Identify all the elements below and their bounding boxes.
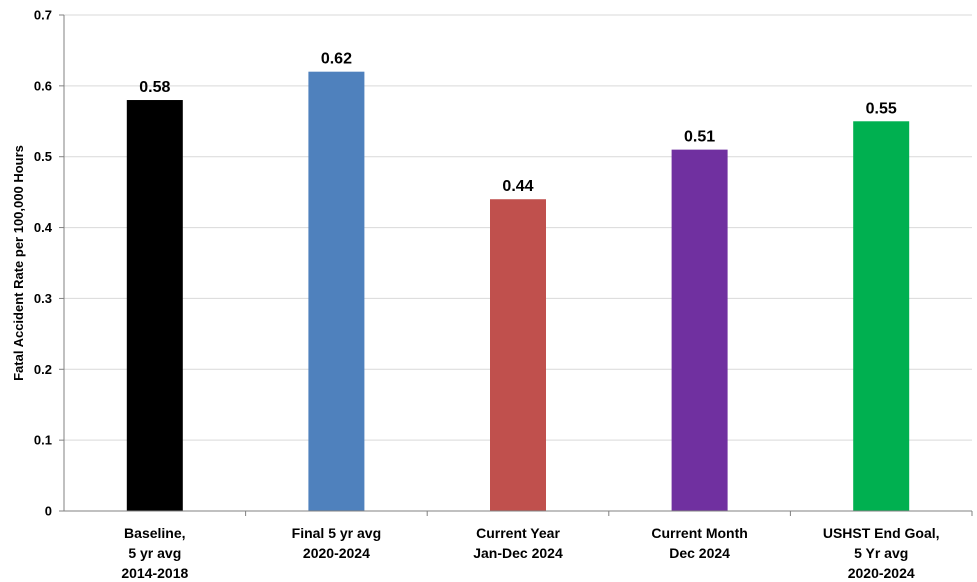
category-label: 2020-2024: [848, 565, 915, 581]
data-labels: 0.58 0.62 0.44 0.51 0.55: [139, 51, 897, 196]
category-label: USHST End Goal,: [823, 525, 940, 541]
y-tick-label: 0.5: [34, 149, 52, 164]
y-tick-label: 0.2: [34, 362, 52, 377]
category-label: Current Year: [476, 525, 560, 541]
y-tick-label: 0.1: [34, 433, 52, 448]
data-label: 0.58: [139, 79, 170, 96]
bars: [126, 71, 910, 512]
y-tick-label: 0: [45, 504, 52, 519]
category-label: 2014-2018: [121, 565, 188, 581]
category-label: Jan-Dec 2024: [473, 545, 563, 561]
y-tick-labels: 0 0.1 0.2 0.3 0.4 0.5 0.6 0.7: [34, 8, 64, 519]
data-label: 0.55: [866, 100, 897, 117]
y-tick-label: 0.4: [34, 220, 53, 235]
bar-4: [671, 149, 728, 511]
data-label: 0.51: [684, 129, 715, 146]
bar-2: [308, 71, 365, 511]
y-axis-title: Fatal Accident Rate per 100,000 Hours: [11, 145, 26, 381]
category-label: 5 yr avg: [128, 545, 181, 561]
y-tick-label: 0.3: [34, 291, 52, 306]
category-label: Final 5 yr avg: [292, 525, 381, 541]
data-label: 0.44: [502, 178, 533, 195]
category-label: Baseline,: [124, 525, 185, 541]
y-tick-label: 0.6: [34, 78, 52, 93]
bar-1: [126, 100, 183, 512]
category-labels: Baseline, 5 yr avg 2014-2018 Final 5 yr avg…: [121, 511, 973, 581]
category-label: Dec 2024: [669, 545, 730, 561]
category-label: Current Month: [651, 525, 747, 541]
y-tick-label: 0.7: [34, 8, 52, 23]
bar-5: [853, 121, 910, 512]
bar-3: [490, 199, 546, 511]
category-label: 5 Yr avg: [854, 545, 908, 561]
data-label: 0.62: [321, 51, 352, 68]
category-label: 2020-2024: [303, 545, 370, 561]
axes: [63, 15, 972, 512]
